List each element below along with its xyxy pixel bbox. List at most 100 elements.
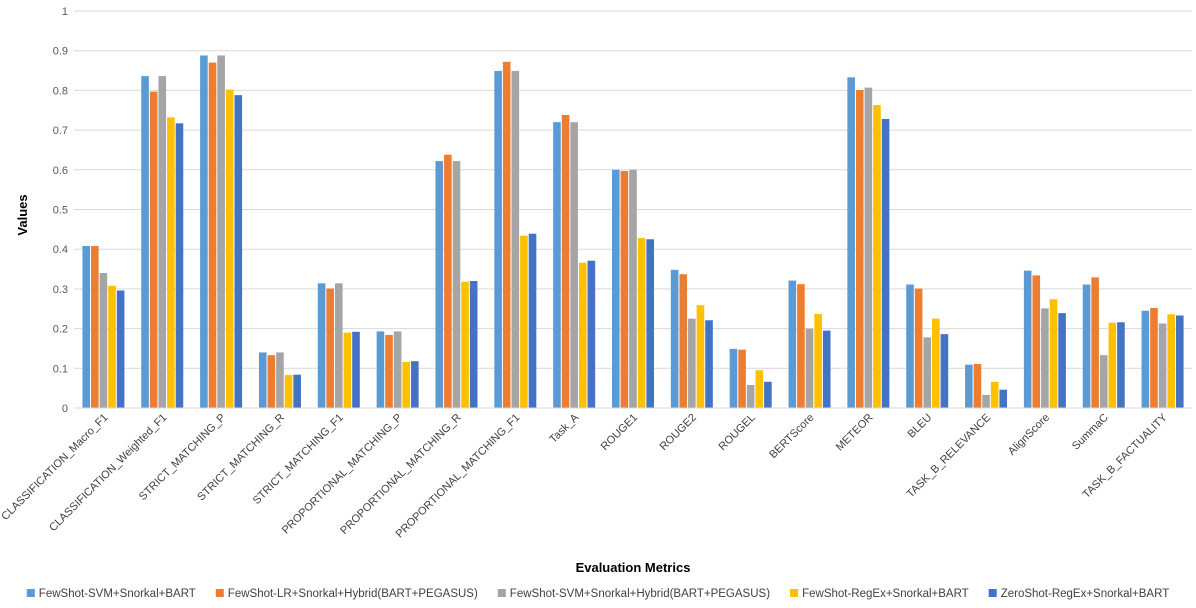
legend-label: FewShot-SVM+Snorkal+BART — [39, 588, 196, 600]
bar — [1158, 323, 1167, 408]
bar — [267, 355, 276, 408]
bar — [940, 334, 949, 408]
bar — [620, 170, 629, 408]
bar — [788, 280, 797, 408]
bar — [284, 375, 293, 408]
x-tick-label: ROUGE1 — [599, 412, 640, 453]
x-tick-label: METEOR — [834, 412, 876, 454]
bar — [646, 239, 654, 408]
bar — [1041, 308, 1049, 408]
legend-swatch — [215, 589, 224, 597]
x-tick-label: ROUGE2 — [658, 412, 699, 453]
x-tick-label: CLASSIFICATION_Weighted_F1 — [47, 412, 169, 534]
bar — [435, 161, 444, 408]
bar — [217, 55, 225, 409]
bar — [873, 105, 881, 408]
bar — [906, 284, 914, 408]
bar — [1099, 355, 1108, 408]
bar — [881, 118, 890, 408]
y-tick-label: 0.5 — [53, 205, 68, 217]
bar — [352, 331, 360, 408]
y-tick-label: 0.4 — [53, 244, 68, 256]
bar — [990, 381, 999, 408]
y-tick-label: 0.7 — [53, 125, 68, 137]
x-tick-label: PROPORTIONAL_MATCHING_F1 — [394, 412, 523, 541]
bar — [764, 381, 772, 408]
legend-item: FewShot-SVM+Snorkal+Hybrid(BART+PEGASUS) — [497, 588, 770, 600]
y-tick-label: 0.9 — [53, 46, 68, 58]
legend: FewShot-SVM+Snorkal+BART FewShot-LR+Snork… — [26, 588, 1169, 600]
bar — [461, 281, 469, 408]
bar — [158, 76, 167, 409]
bar — [578, 262, 587, 408]
bar — [208, 62, 217, 409]
bar — [411, 361, 419, 408]
bar — [999, 389, 1008, 408]
x-tick-label: PROPORTIONAL_MATCHING_R — [338, 412, 463, 537]
x-tick-label: PROPORTIONAL_MATCHING_P — [280, 412, 405, 537]
bar — [149, 91, 158, 408]
bar — [679, 274, 688, 408]
x-axis-categories: CLASSIFICATION_Macro_F1CLASSIFICATION_We… — [0, 411, 1170, 540]
bar — [343, 332, 352, 408]
bar — [746, 384, 755, 408]
bar — [1032, 275, 1041, 408]
bar — [116, 290, 125, 408]
legend-swatch — [26, 589, 35, 597]
bar — [587, 260, 596, 408]
bar — [738, 349, 746, 408]
bar — [326, 288, 334, 408]
bar — [855, 90, 864, 408]
bar — [729, 348, 738, 408]
bar — [1082, 284, 1091, 408]
bar — [444, 154, 452, 408]
bar — [99, 273, 108, 408]
legend-label: FewShot-SVM+Snorkal+Hybrid(BART+PEGASUS) — [510, 588, 770, 600]
bar — [982, 394, 990, 408]
bar — [570, 122, 578, 408]
bar — [452, 161, 461, 408]
y-tick-label: 0.2 — [53, 324, 68, 336]
legend-swatch — [790, 589, 799, 597]
bar — [797, 284, 805, 408]
bar — [511, 70, 520, 408]
bar — [502, 61, 511, 408]
bar — [612, 169, 620, 408]
bar — [385, 334, 393, 408]
bar — [1023, 270, 1032, 408]
legend-swatch — [497, 589, 506, 597]
bar — [258, 352, 267, 408]
bar — [932, 318, 940, 408]
bar — [864, 87, 873, 409]
bar — [1108, 322, 1117, 408]
bar — [670, 269, 679, 408]
bar — [1175, 315, 1184, 408]
y-tick-label: 0 — [62, 403, 68, 415]
bar — [293, 374, 301, 408]
bar — [108, 285, 116, 408]
bar — [1141, 310, 1150, 408]
x-tick-label: ROUGEL — [716, 412, 757, 453]
y-tick-label: 0.3 — [53, 284, 68, 296]
bar — [847, 77, 855, 409]
y-tick-label: 0.6 — [53, 165, 68, 177]
bar — [629, 169, 637, 408]
bar — [923, 337, 932, 408]
bar — [141, 76, 149, 409]
bar — [1091, 277, 1099, 408]
y-tick-label: 0.1 — [53, 363, 68, 375]
bar — [1049, 299, 1058, 408]
legend-item: ZeroShot-RegEx+Snorkal+BART — [988, 588, 1169, 600]
bar — [376, 331, 385, 408]
bar — [914, 288, 923, 408]
x-tick-label: Task_A — [547, 411, 581, 445]
bar — [334, 283, 343, 408]
bar — [814, 313, 822, 408]
legend-swatch — [988, 589, 997, 597]
legend-item: FewShot-LR+Snorkal+Hybrid(BART+PEGASUS) — [215, 588, 478, 600]
bar — [234, 95, 243, 408]
bar — [553, 122, 561, 408]
bar — [167, 117, 175, 409]
bar — [317, 283, 326, 408]
